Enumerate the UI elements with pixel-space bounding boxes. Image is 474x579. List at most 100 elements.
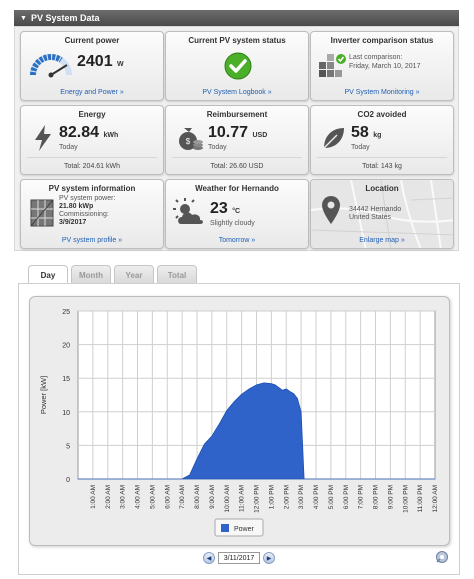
y-tick-label: 25 — [62, 309, 70, 316]
current-power-unit: W — [117, 61, 124, 68]
leaf-icon — [323, 128, 344, 149]
pv-power-label: PV system power: — [59, 195, 116, 202]
commissioning-label: Commissioning: — [59, 211, 109, 218]
energy-total: Total: 204.61 kWh — [63, 163, 121, 170]
x-tick-label: 6:00 PM — [343, 485, 350, 509]
power-area-series — [78, 382, 435, 480]
tile-inverter-comparison[interactable]: Inverter comparison status Last comparis… — [310, 31, 454, 101]
last-comparison-date: Friday, March 10, 2017 — [349, 63, 421, 70]
partly-cloudy-icon — [173, 198, 203, 224]
tile-pv-system-information[interactable]: PV system information PV system power: 2… — [20, 179, 164, 249]
legend-swatch — [221, 524, 229, 532]
x-tick-label: 3:00 PM — [298, 485, 305, 509]
reimbursement-total: Total: 26.60 USD — [210, 163, 264, 170]
x-tick-label: 5:00 PM — [328, 485, 335, 509]
settings-icon[interactable] — [435, 550, 449, 564]
x-tick-label: 2:00 AM — [105, 485, 112, 509]
x-tick-label: 12:00 PM — [254, 485, 261, 513]
panel-header[interactable]: ▼ PV System Data — [14, 10, 459, 26]
reimbursement-period: Today — [208, 144, 227, 151]
pv-power-value: 21.80 kWp — [59, 203, 94, 210]
tab-year[interactable]: Year — [114, 265, 154, 284]
x-tick-label: 9:00 AM — [209, 485, 216, 509]
chart-frame: 0 5 10 15 20 25 1:00 AM 2:00 AM 3:00 AM 4:00 AM 5:… — [29, 296, 450, 546]
temperature-value: 23 — [210, 200, 228, 217]
x-tick-label: 6:00 AM — [164, 485, 171, 509]
tile-title: Energy — [78, 110, 106, 119]
co2-total: Total: 143 kg — [362, 163, 402, 170]
last-comparison-label: Last comparison: — [349, 54, 403, 61]
x-tick-label: 10:00 PM — [402, 485, 409, 513]
energy-value: 82.84 — [59, 124, 100, 141]
tile-weather[interactable]: Weather for Hernando 23 °C Slightly clou… — [165, 179, 309, 249]
legend-label: Power — [234, 526, 255, 533]
inverter-grid-icon — [319, 54, 346, 77]
x-tick-label: 2:00 PM — [283, 485, 290, 509]
lightning-icon — [35, 125, 51, 151]
check-ok-icon — [224, 52, 252, 80]
tile-reimbursement: Reimbursement $ 10.77 USD Today Total: 2… — [165, 105, 309, 175]
reimbursement-unit: USD — [252, 132, 268, 139]
tile-title: Inverter comparison status — [330, 36, 434, 45]
previous-day-button[interactable]: ◀ — [203, 552, 215, 564]
tile-pv-status[interactable]: Current PV system status PV System Logbo… — [165, 31, 309, 101]
x-tick-label: 9:00 PM — [387, 485, 394, 509]
panel-title: PV System Data — [30, 13, 100, 23]
location-country: United States — [349, 214, 392, 221]
tile-energy: Energy 82.84 kWh Today Total: 204.61 kWh — [20, 105, 164, 175]
location-city: 34442 Hernando — [349, 206, 402, 213]
energy-and-power-link[interactable]: Energy and Power » — [60, 89, 124, 96]
x-tick-label: 11:00 PM — [417, 485, 424, 512]
enlarge-map-link[interactable]: Enlarge map » — [359, 237, 405, 244]
co2-period: Today — [351, 144, 370, 151]
period-tabs: Day Month Year Total — [28, 265, 197, 285]
x-tick-label: 8:00 PM — [373, 485, 380, 509]
svg-text:$: $ — [186, 137, 191, 146]
x-tick-label: 4:00 PM — [313, 485, 320, 509]
y-tick-label: 5 — [66, 443, 70, 450]
collapse-caret-icon[interactable]: ▼ — [20, 14, 27, 22]
current-power-value: 2401 — [77, 53, 113, 70]
energy-period: Today — [59, 144, 78, 151]
energy-unit: kWh — [103, 132, 119, 139]
tile-title: PV system information — [48, 184, 136, 193]
pv-system-logbook-link[interactable]: PV System Logbook » — [202, 89, 272, 96]
tile-title: Weather for Hernando — [195, 184, 279, 193]
divider — [27, 157, 157, 158]
tomorrow-link[interactable]: Tomorrow » — [218, 237, 256, 244]
tile-current-power[interactable]: Current power 2401 W Energy and Power » — [20, 31, 164, 101]
tile-title: CO2 avoided — [357, 110, 407, 119]
divider — [172, 157, 302, 158]
tab-day[interactable]: Day — [28, 265, 68, 285]
tile-location[interactable]: Location 34442 Hernando United States En… — [310, 179, 454, 249]
x-tick-label: 5:00 AM — [149, 485, 156, 509]
date-input[interactable]: 3/11/2017 — [218, 552, 260, 564]
pv-system-monitoring-link[interactable]: PV System Monitoring » — [344, 89, 420, 96]
y-tick-label: 0 — [66, 477, 70, 484]
date-navigator: ◀ 3/11/2017 ▶ — [203, 552, 275, 564]
x-tick-label: 1:00 PM — [268, 485, 275, 509]
pv-system-profile-link[interactable]: PV system profile » — [61, 237, 123, 244]
money-bag-icon: $ — [179, 128, 203, 150]
reimbursement-value: 10.77 — [208, 124, 249, 141]
tile-title: Location — [365, 184, 399, 193]
x-tick-label: 12:00 AM — [432, 485, 439, 512]
tab-total[interactable]: Total — [157, 265, 197, 284]
solar-panel-icon — [30, 199, 54, 227]
y-tick-label: 20 — [62, 343, 70, 350]
tab-month[interactable]: Month — [71, 265, 111, 284]
x-tick-label: 11:00 AM — [239, 485, 246, 512]
co2-unit: kg — [373, 132, 382, 139]
weather-description: Slightly cloudy — [210, 220, 255, 227]
x-tick-label: 7:00 PM — [358, 485, 365, 509]
co2-value: 58 — [351, 124, 369, 141]
tile-title: Reimbursement — [206, 110, 268, 119]
x-tick-label: 3:00 AM — [120, 485, 127, 509]
tile-title: Current power — [64, 36, 120, 45]
y-tick-label: 10 — [62, 410, 70, 417]
divider — [317, 157, 447, 158]
x-tick-label: 10:00 AM — [224, 485, 231, 512]
y-tick-label: 15 — [62, 376, 70, 383]
overview-grid: Current power 2401 W Energy and Power » … — [14, 26, 459, 251]
next-day-button[interactable]: ▶ — [263, 552, 275, 564]
